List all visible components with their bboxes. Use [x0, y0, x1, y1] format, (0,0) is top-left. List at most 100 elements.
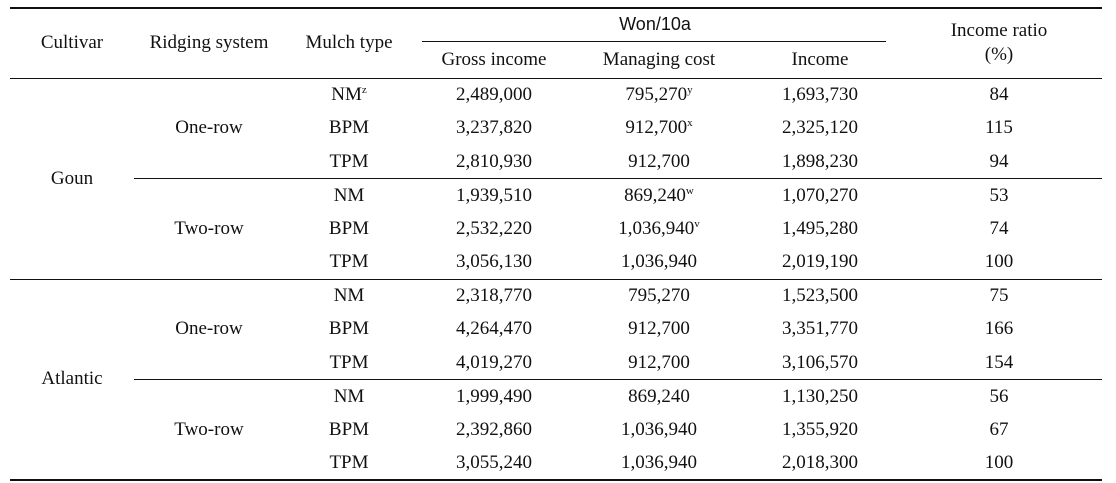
table-row: BPM 2,532,220 1,036,940v 1,495,280 74 — [10, 212, 1102, 246]
managing-cost-value: 1,036,940 — [621, 451, 697, 473]
table-row: BPM 2,392,860 1,036,940 1,355,920 67 — [10, 413, 1102, 447]
income-cell: 1,693,730 — [782, 84, 858, 105]
managing-cost-value: 795,270 — [625, 84, 688, 105]
header-income-ratio-line2: (%) — [984, 44, 1014, 66]
managing-cost-cell: 1,036,940 — [574, 446, 744, 481]
mulch-cell: TPM — [284, 145, 414, 179]
managing-cost-value: 912,700 — [628, 318, 690, 340]
table-row: TPM 4,019,270 912,700 3,106,570 154 — [10, 346, 1102, 380]
mulch-cell: TPM — [284, 446, 414, 481]
gross-income-cell: 3,055,240 — [414, 446, 574, 481]
mulch-value: BPM — [328, 418, 370, 440]
income-cell: 1,070,270 — [744, 178, 896, 212]
header-won-group: Won/10a — [414, 7, 896, 42]
income-ratio-cell: 84 — [989, 84, 1009, 105]
managing-cost-cell: 912,700 — [574, 145, 744, 179]
mulch-footnote: z — [361, 84, 367, 96]
ridging-system-cell: One-row — [175, 117, 243, 139]
income-cell: 3,106,570 — [782, 351, 858, 373]
income-table: Cultivar Ridging system Mulch type Won/1… — [10, 7, 1102, 481]
ridging-system-cell: Two-row — [134, 178, 284, 279]
header-income-ratio: Income ratio (%) — [896, 7, 1102, 79]
mulch-cell: TPM — [284, 246, 414, 280]
income-cell: 1,898,230 — [782, 150, 858, 172]
mulch-cell: NM — [284, 278, 414, 313]
income-cell: 1,130,250 — [744, 379, 896, 413]
header-won-rule — [422, 40, 886, 42]
managing-cost-value: 795,270 — [628, 285, 690, 306]
income-cell: 2,019,190 — [782, 251, 858, 272]
managing-cost-cell: 1,036,940 — [574, 413, 744, 447]
managing-cost-cell: 869,240w — [574, 178, 744, 212]
gross-income-cell: 2,489,000 — [456, 84, 532, 105]
managing-cost-cell: 869,240 — [574, 379, 744, 413]
managing-cost-cell: 1,036,940 — [574, 246, 744, 280]
mulch-value: BPM — [328, 117, 370, 139]
income-cell: 2,018,300 — [744, 446, 896, 481]
gross-income-cell: 4,264,470 — [456, 318, 532, 340]
gross-income-cell: 1,939,510 — [414, 178, 574, 212]
managing-cost-value: 869,240 — [624, 184, 686, 206]
gross-income-cell: 1,999,490 — [414, 379, 574, 413]
gross-income-cell: 2,392,860 — [456, 418, 532, 440]
managing-cost-value: 1,036,940 — [621, 418, 697, 440]
mulch-value: TPM — [329, 351, 369, 373]
managing-cost-cell: 1,036,940v — [574, 212, 744, 246]
cultivar-cell: Goun — [50, 167, 94, 189]
mulch-value: NM — [333, 184, 365, 206]
income-ratio-cell: 74 — [989, 217, 1009, 239]
mulch-cell: NMz — [284, 78, 414, 112]
managing-cost-cell: 912,700 — [574, 346, 744, 380]
header-gross-income: Gross income — [414, 42, 574, 79]
income-cell: 2,325,120 — [782, 117, 858, 139]
mulch-cell: BPM — [284, 413, 414, 447]
header-income-ratio-line1: Income ratio — [950, 20, 1048, 42]
income-cell: 1,523,500 — [744, 278, 896, 313]
header-managing-cost: Managing cost — [574, 42, 744, 79]
managing-cost-value: 1,036,940 — [621, 251, 697, 272]
ridging-system-cell: One-row — [134, 278, 284, 380]
table-row: TPM 2,810,930 912,700 1,898,230 94 — [10, 145, 1102, 179]
header-cultivar: Cultivar — [10, 7, 134, 79]
gross-income-cell: 3,237,820 — [456, 117, 532, 139]
mulch-value: BPM — [328, 318, 370, 340]
managing-cost-footnote: x — [687, 117, 693, 130]
header-won-label: Won/10a — [619, 13, 691, 34]
managing-cost-value: 912,700 — [628, 351, 690, 373]
mulch-cell: BPM — [284, 112, 414, 146]
income-ratio-cell: 154 — [984, 351, 1014, 373]
ridging-system-cell: Two-row — [134, 379, 284, 481]
table-row: BPM 3,237,820 912,700x 2,325,120 115 — [10, 112, 1102, 146]
mulch-cell: TPM — [284, 346, 414, 380]
managing-cost-footnote: y — [687, 84, 693, 96]
gross-income-cell: 2,532,220 — [456, 217, 532, 239]
income-cell: 1,355,920 — [782, 418, 858, 440]
header-mulch-type: Mulch type — [284, 7, 414, 79]
table-row: TPM 3,056,130 1,036,940 2,019,190 100 — [10, 246, 1102, 280]
mulch-value: TPM — [329, 251, 369, 272]
income-ratio-cell: 100 — [896, 446, 1102, 481]
mulch-cell: BPM — [284, 313, 414, 347]
mulch-value: TPM — [329, 451, 369, 473]
mulch-value: NM — [333, 385, 365, 407]
mulch-cell: NM — [284, 178, 414, 212]
income-ratio-cell: 75 — [896, 278, 1102, 313]
income-ratio-cell: 67 — [989, 418, 1009, 440]
cultivar-cell: Atlantic — [10, 278, 134, 481]
income-ratio-cell: 115 — [985, 117, 1013, 139]
managing-cost-value: 1,036,940 — [618, 217, 695, 239]
table-row: TPM 3,055,240 1,036,940 2,018,300 100 — [10, 446, 1102, 481]
income-ratio-cell: 94 — [989, 150, 1009, 172]
income-cell: 3,351,770 — [782, 318, 858, 340]
managing-cost-value: 912,700 — [625, 117, 688, 139]
mulch-value: NM — [333, 285, 365, 306]
table-row: Two-row NM 1,939,510 869,240w 1,070,270 53 — [10, 178, 1102, 279]
income-ratio-cell: 56 — [896, 379, 1102, 413]
managing-cost-value: 869,240 — [628, 385, 690, 407]
income-ratio-cell: 166 — [984, 318, 1014, 340]
gross-income-cell: 2,810,930 — [456, 150, 532, 172]
mulch-value: TPM — [329, 150, 369, 172]
gross-income-cell: 4,019,270 — [456, 351, 532, 373]
table-header: Cultivar Ridging system Mulch type Won/1… — [10, 7, 1102, 79]
